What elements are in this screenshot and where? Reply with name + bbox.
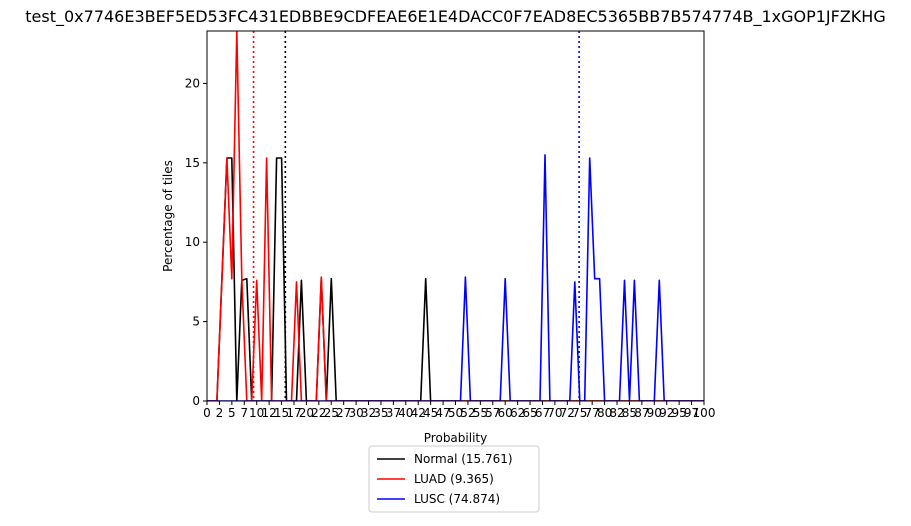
x-tick-label-33: 82: [609, 406, 624, 420]
x-tick-label-15: 37: [386, 406, 401, 420]
x-tick-label-29: 72: [560, 406, 575, 420]
x-tick-label-37: 92: [659, 406, 674, 420]
x-tick-label-16: 40: [398, 406, 413, 420]
x-tick-label-4: 10: [249, 406, 264, 420]
x-axis: 0 2 5 7 101215172022252730323537404245475052…: [203, 401, 715, 420]
x-tick-label-3: 7: [240, 406, 248, 420]
x-tick-label-13: 32: [361, 406, 376, 420]
chart-title: test_0x7746E3BEF5ED53FC431EDBBE9CDFEAE6E…: [25, 7, 885, 27]
x-tick-label-24: 60: [498, 406, 513, 420]
x-tick-label-21: 52: [460, 406, 475, 420]
x-tick-label-30: 75: [572, 406, 587, 420]
y-tick-label-4: 20: [185, 76, 200, 90]
y-tick-label-2: 10: [185, 235, 200, 249]
x-tick-label-14: 35: [373, 406, 388, 420]
x-tick-label-23: 57: [485, 406, 500, 420]
x-tick-label-6: 15: [274, 406, 289, 420]
series-group: [207, 31, 704, 401]
x-tick-label-8: 20: [299, 406, 314, 420]
x-axis-label: Probability: [424, 431, 487, 445]
x-tick-label-0: 0: [203, 406, 211, 420]
x-tick-label-22: 55: [473, 406, 488, 420]
y-tick-label-1: 5: [192, 315, 200, 329]
y-axis-label: Percentage of tiles: [161, 160, 175, 272]
x-tick-label-11: 27: [336, 406, 351, 420]
x-tick-label-9: 22: [311, 406, 326, 420]
y-axis: 0 5 10 15 20: [185, 76, 207, 408]
x-tick-label-18: 45: [423, 406, 438, 420]
x-tick-label-10: 25: [324, 406, 339, 420]
x-tick-label-19: 47: [435, 406, 450, 420]
legend-label-1: LUAD (9.365): [414, 472, 494, 486]
series-line-0: [207, 157, 704, 401]
x-tick-label-26: 65: [522, 406, 537, 420]
legend-box: [368, 445, 540, 513]
plot-frame: [206, 30, 705, 402]
x-tick-label-27: 67: [535, 406, 550, 420]
x-tick-label-12: 30: [348, 406, 363, 420]
x-tick-label-36: 90: [647, 406, 662, 420]
x-tick-label-2: 5: [228, 406, 236, 420]
legend: Normal (15.761) LUAD (9.365) LUSC (74.874): [368, 445, 540, 513]
x-tick-label-35: 87: [634, 406, 649, 420]
x-tick-label-1: 2: [216, 406, 224, 420]
x-tick-label-17: 42: [411, 406, 426, 420]
series-line-2: [207, 154, 704, 401]
y-tick-label-3: 15: [185, 156, 200, 170]
x-tick-label-39: 97: [684, 406, 699, 420]
x-tick-label-31: 77: [585, 406, 600, 420]
legend-label-0: Normal (15.761): [414, 452, 513, 466]
legend-label-2: LUSC (74.874): [414, 492, 500, 506]
x-tick-label-5: 12: [261, 406, 276, 420]
series-line-1: [207, 31, 704, 401]
y-tick-label-0: 0: [192, 394, 200, 408]
x-tick-label-34: 85: [622, 406, 637, 420]
x-tick-label-7: 17: [286, 406, 301, 420]
x-tick-label-32: 80: [597, 406, 612, 420]
x-tick-label-40: 100: [693, 406, 716, 420]
plot-area: [206, 30, 705, 402]
x-tick-label-20: 50: [448, 406, 463, 420]
x-tick-label-28: 70: [547, 406, 562, 420]
x-tick-label-25: 62: [510, 406, 525, 420]
x-tick-label-38: 95: [672, 406, 687, 420]
